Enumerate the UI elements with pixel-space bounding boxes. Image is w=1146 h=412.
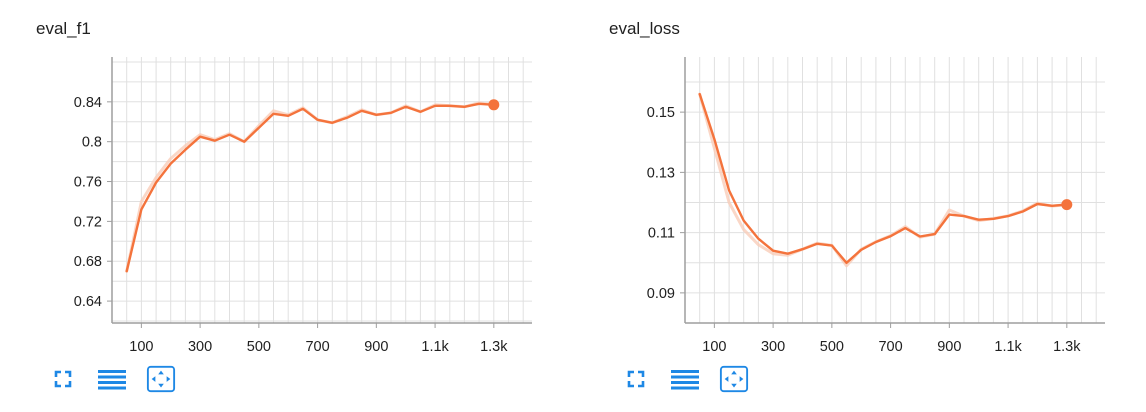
- fit-domain-icon: [719, 365, 749, 393]
- y-tick-label: 0.68: [74, 254, 102, 270]
- chart-eval-loss[interactable]: 100 300 500 700 900 1.1k 1.3k 0.09 0.11 0.13 0.15: [573, 0, 1133, 360]
- fullscreen-icon: [627, 370, 645, 388]
- data-table-icon: [671, 370, 699, 390]
- fit-domain-button[interactable]: [719, 364, 749, 394]
- show-data-button[interactable]: [97, 364, 127, 394]
- fullscreen-icon: [54, 370, 72, 388]
- chart-toolbar: [48, 364, 176, 394]
- x-tick-label: 300: [761, 339, 785, 355]
- y-tick-label: 0.76: [74, 175, 102, 191]
- show-data-button[interactable]: [670, 364, 700, 394]
- y-tick-label: 0.64: [74, 294, 102, 310]
- chart-card-eval-f1: eval_f1 100 300 500 700 900 1.1k 1.3k 0.64 0.68 0…: [0, 0, 560, 412]
- series-line-smoothed: [125, 102, 495, 273]
- x-tick-label: 1.3k: [1053, 339, 1081, 355]
- fullscreen-button[interactable]: [48, 364, 78, 394]
- grid-lines: [112, 57, 532, 323]
- fit-domain-button[interactable]: [146, 364, 176, 394]
- y-tick-label: 0.72: [74, 214, 102, 230]
- chart-title: eval_loss: [609, 19, 680, 38]
- x-tick-label: 900: [937, 339, 961, 355]
- x-tick-label: 1.1k: [421, 339, 449, 355]
- chart-toolbar: [621, 364, 749, 394]
- x-tick-label: 900: [364, 339, 388, 355]
- chart-eval-f1[interactable]: 100 300 500 700 900 1.1k 1.3k 0.64 0.68 0.72 0.76 0…: [0, 0, 560, 360]
- x-tick-label: 300: [188, 339, 212, 355]
- y-tick-label: 0.8: [82, 135, 102, 151]
- y-tick-label: 0.13: [647, 165, 675, 181]
- x-tick-label: 700: [878, 339, 902, 355]
- x-tick-label: 1.3k: [480, 339, 508, 355]
- y-tick-label: 0.09: [647, 286, 675, 302]
- last-point-marker: [488, 99, 500, 111]
- fullscreen-button[interactable]: [621, 364, 651, 394]
- chart-card-eval-loss: eval_loss 100 300 500 700 900 1.1k 1.3k 0.09 0.1…: [573, 0, 1133, 412]
- series-line-smoothed: [698, 92, 1068, 264]
- y-tick-label: 0.15: [647, 105, 675, 121]
- y-tick-label: 0.84: [74, 95, 102, 111]
- x-tick-label: 100: [129, 339, 153, 355]
- x-tick-label: 700: [305, 339, 329, 355]
- data-table-icon: [98, 370, 126, 390]
- x-tick-label: 1.1k: [994, 339, 1022, 355]
- series-line-raw: [125, 101, 496, 273]
- fit-domain-icon: [146, 365, 176, 393]
- y-tick-label: 0.11: [648, 226, 675, 242]
- x-tick-label: 500: [820, 339, 844, 355]
- grid-lines: [685, 57, 1105, 323]
- chart-title: eval_f1: [36, 19, 91, 38]
- x-tick-label: 100: [702, 339, 726, 355]
- last-point-marker: [1061, 199, 1073, 211]
- x-tick-label: 500: [247, 339, 271, 355]
